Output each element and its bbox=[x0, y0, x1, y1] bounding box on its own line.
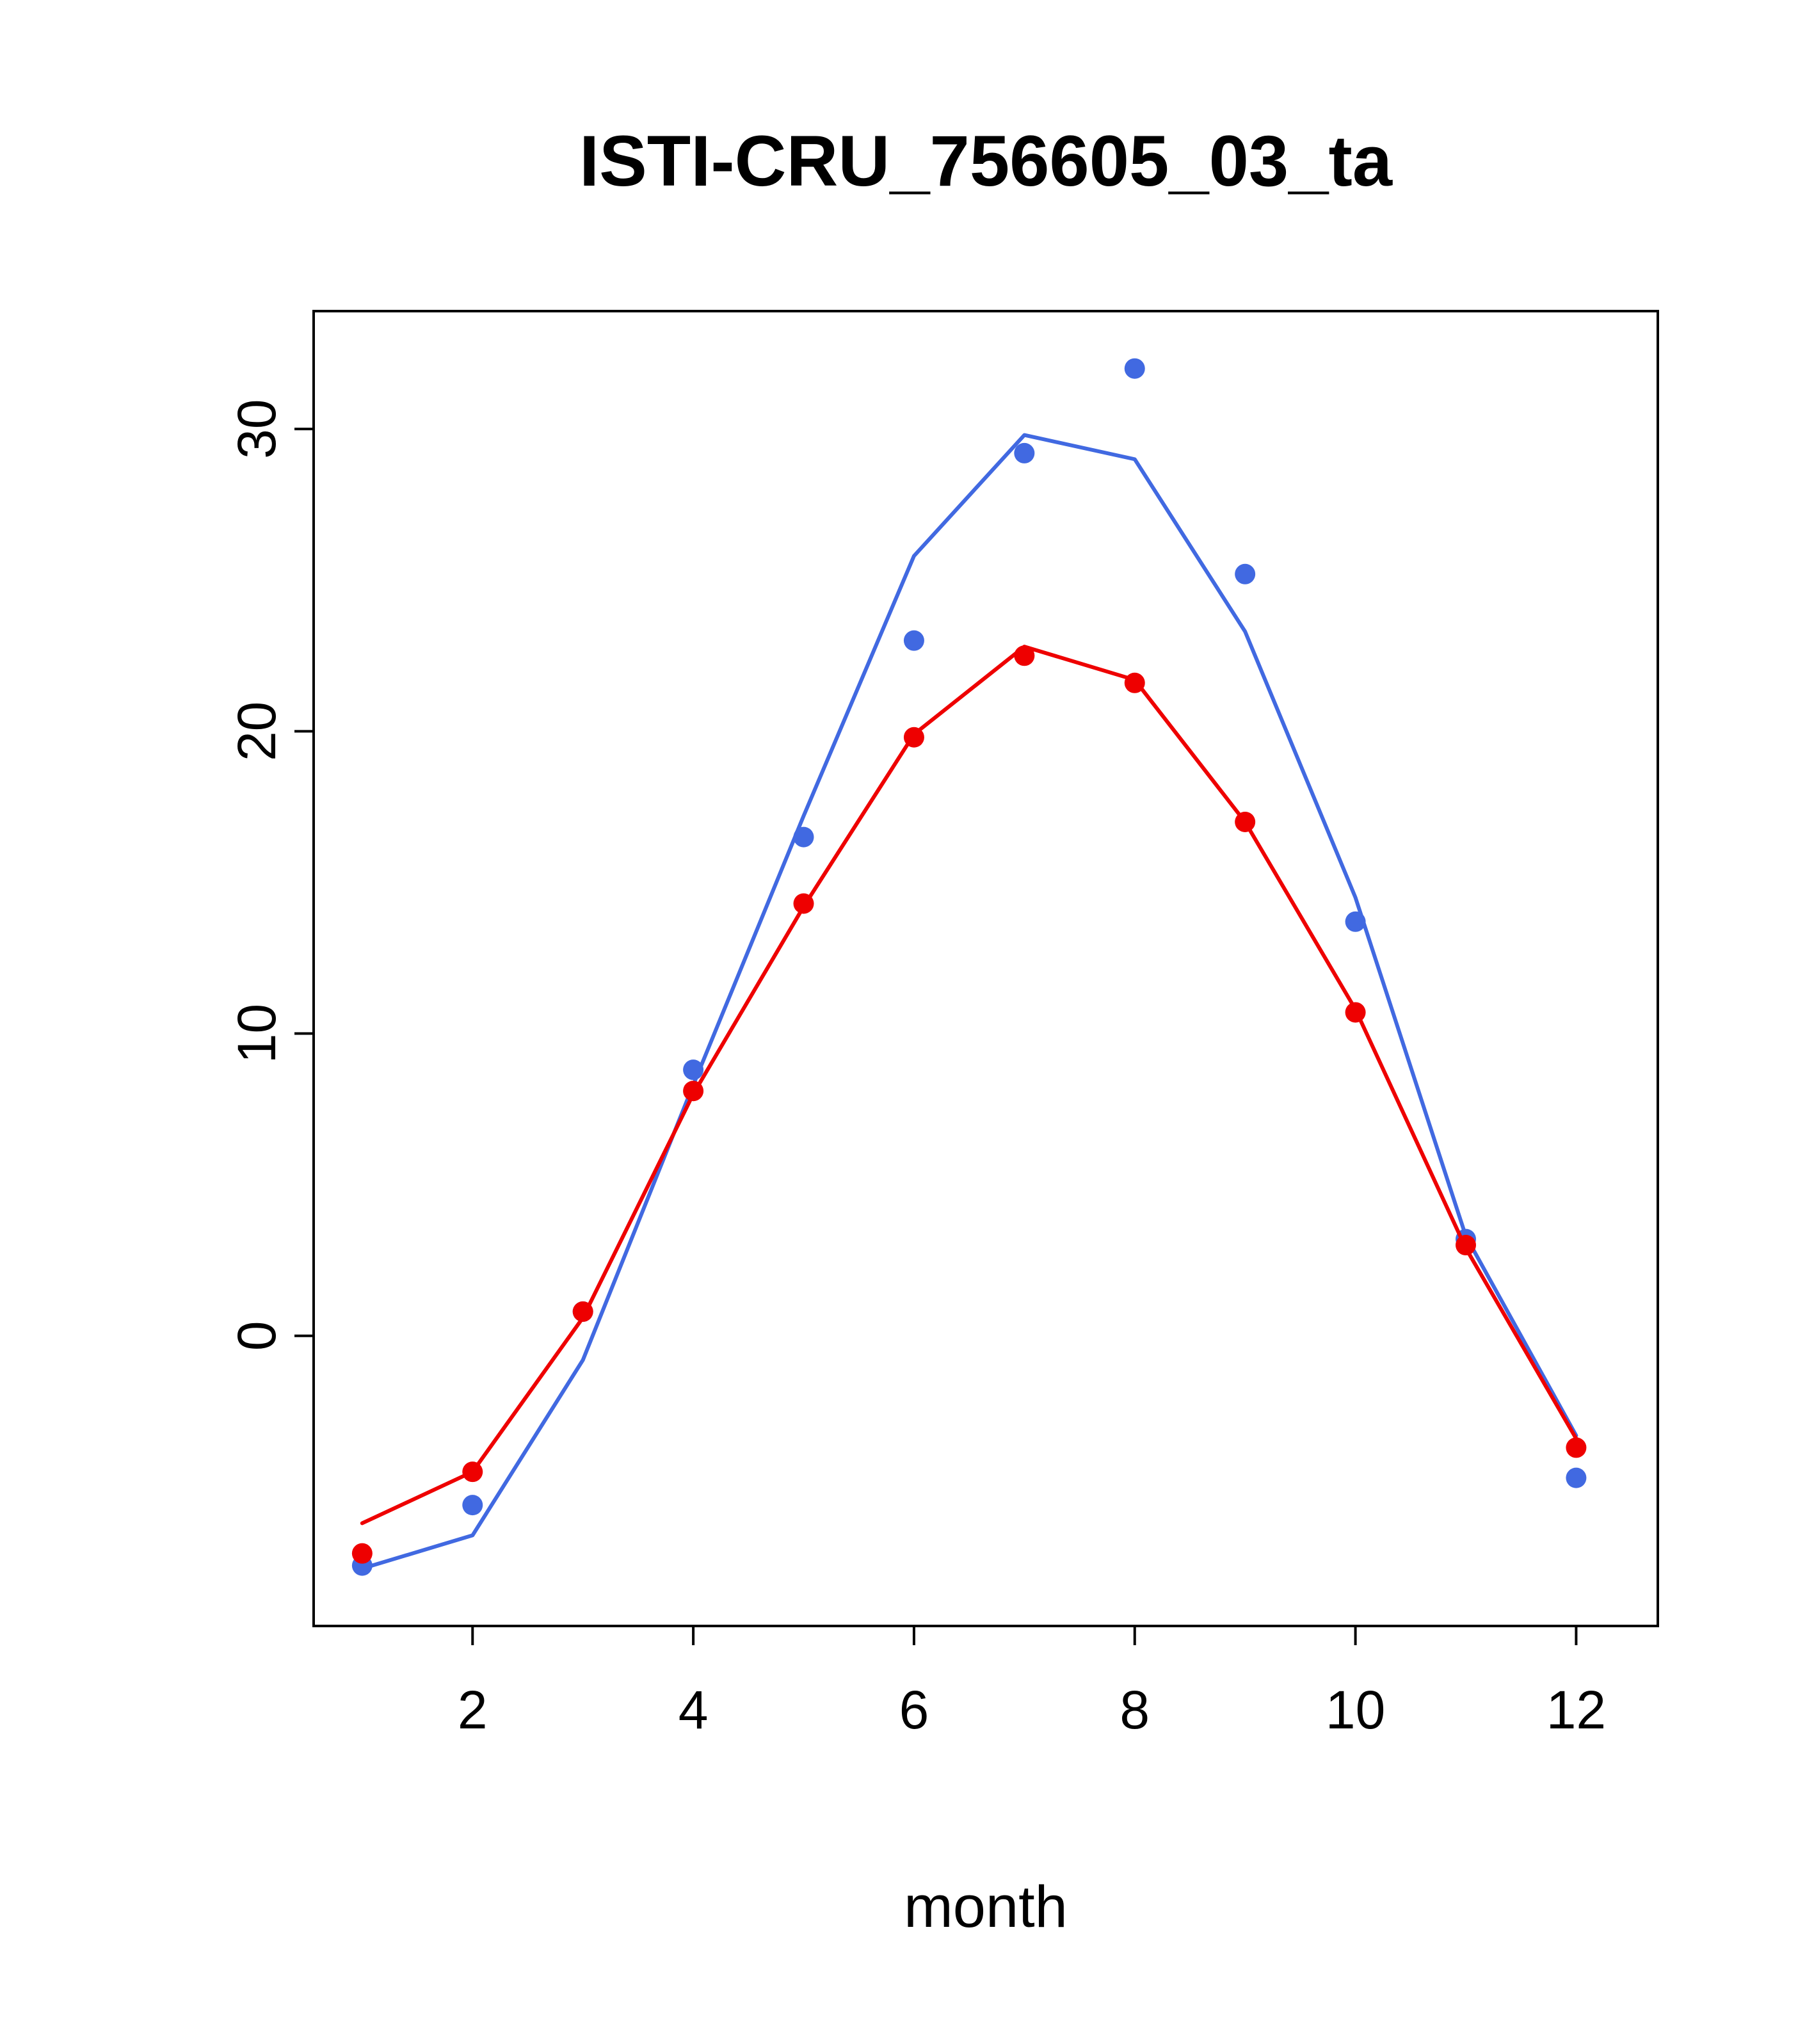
y-tick-label: 0 bbox=[227, 1321, 287, 1351]
x-tick-label: 10 bbox=[1326, 1680, 1385, 1740]
axis-layer: 2 4 6 8 10 12 0 10 20 30 bbox=[227, 399, 1606, 1740]
x-axis-label: month bbox=[904, 1874, 1068, 1940]
data-point-blue-points bbox=[1235, 563, 1256, 584]
data-point-red-points bbox=[793, 893, 814, 914]
x-tick-label: 12 bbox=[1546, 1680, 1606, 1740]
data-point-blue-points bbox=[462, 1495, 483, 1516]
series-red-line bbox=[360, 645, 1578, 1525]
data-point-red-points bbox=[351, 1543, 373, 1564]
data-point-red-points bbox=[462, 1461, 483, 1483]
data-point-red-points bbox=[683, 1081, 704, 1102]
data-point-blue-points bbox=[683, 1059, 704, 1081]
x-tick-label: 8 bbox=[1120, 1680, 1150, 1740]
plot-border bbox=[312, 310, 1659, 1627]
data-point-red-points bbox=[1014, 645, 1035, 666]
data-point-blue-points bbox=[1345, 911, 1366, 932]
y-tick-label: 10 bbox=[227, 1004, 287, 1063]
x-tick-label: 4 bbox=[678, 1680, 709, 1740]
data-point-red-points bbox=[572, 1301, 593, 1322]
data-point-blue-points bbox=[1124, 358, 1145, 379]
data-point-blue-points bbox=[793, 826, 814, 848]
data-point-blue-points bbox=[903, 630, 924, 651]
x-tick-label: 2 bbox=[458, 1680, 488, 1740]
data-point-red-points bbox=[1124, 672, 1145, 693]
data-point-red-points bbox=[1235, 811, 1256, 832]
series-layer bbox=[351, 358, 1587, 1576]
data-point-blue-points bbox=[1014, 442, 1035, 463]
data-point-red-points bbox=[1566, 1437, 1587, 1458]
series-blue-line bbox=[360, 433, 1578, 1571]
y-tick-label: 30 bbox=[227, 399, 287, 458]
chart-title: ISTI-CRU_756605_03_ta bbox=[579, 121, 1393, 201]
data-point-red-points bbox=[1345, 1002, 1366, 1023]
y-tick-label: 20 bbox=[227, 702, 287, 761]
data-point-red-points bbox=[1456, 1235, 1476, 1256]
data-point-blue-points bbox=[1566, 1467, 1587, 1488]
x-tick-label: 6 bbox=[899, 1680, 929, 1740]
data-point-red-points bbox=[903, 727, 924, 748]
